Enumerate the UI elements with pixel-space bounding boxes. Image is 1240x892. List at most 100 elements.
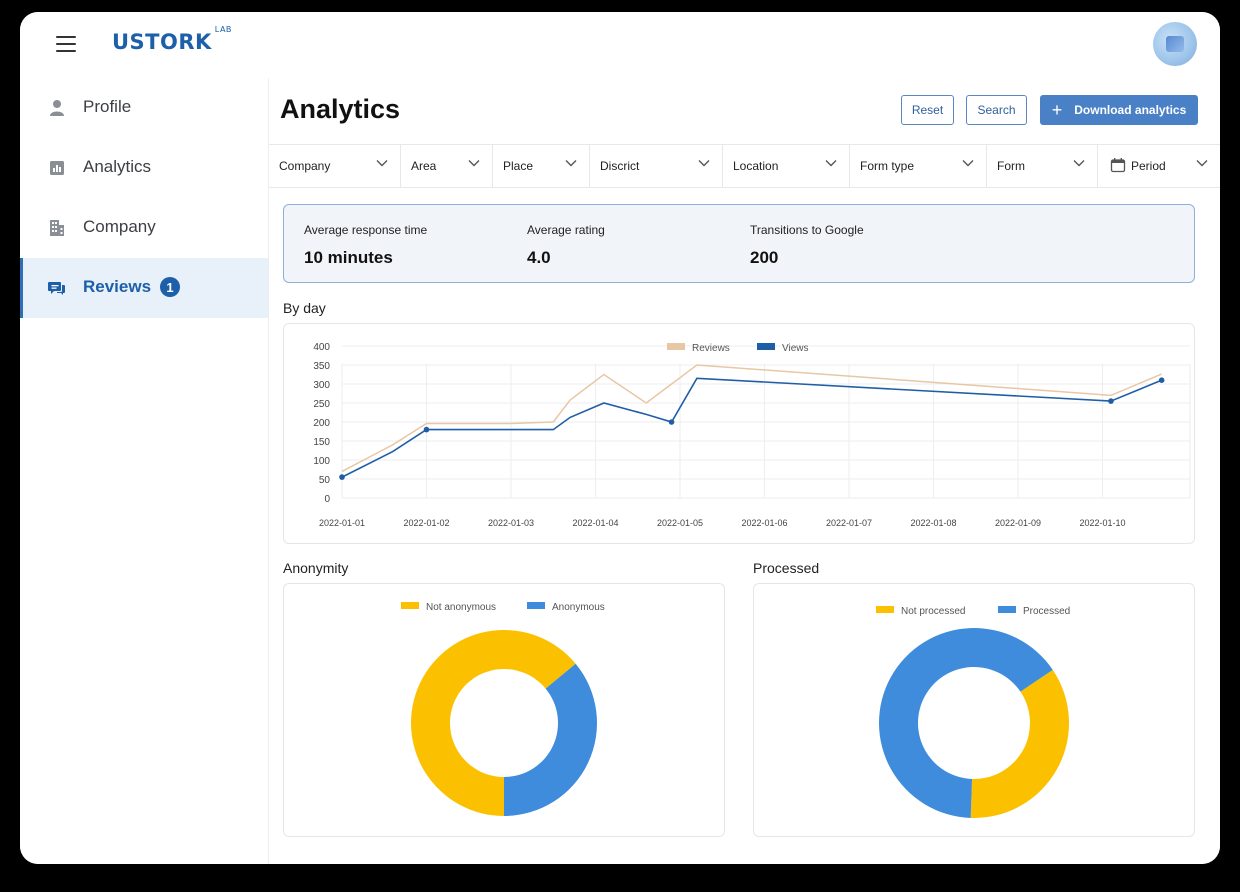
main-content: Analytics Reset Search + Download analyt… [269, 78, 1220, 864]
search-button[interactable]: Search [966, 95, 1027, 125]
chat-bubbles-icon [48, 282, 65, 295]
legend-label[interactable]: Not processed [901, 606, 965, 617]
x-tick-label: 2022-01-10 [1079, 518, 1125, 528]
sidebar-item-label: Reviews [83, 277, 152, 296]
stat-label: Average rating [527, 223, 605, 237]
stat-transitions-google: Transitions to Google 200 [750, 223, 864, 268]
y-tick-label: 100 [313, 456, 330, 467]
sidebar-item-reviews[interactable]: Reviews 1 [20, 258, 268, 318]
user-icon [50, 100, 64, 116]
x-tick-label: 2022-01-01 [319, 518, 365, 528]
download-analytics-button[interactable]: + Download analytics [1040, 95, 1198, 125]
chevron-down-icon [468, 160, 480, 167]
y-tick-label: 200 [313, 418, 330, 429]
avatar[interactable] [1153, 22, 1197, 66]
legend-label[interactable]: Reviews [692, 343, 730, 354]
x-tick-label: 2022-01-05 [657, 518, 703, 528]
legend-label[interactable]: Anonymous [552, 602, 605, 613]
donut-slice-not-anonymous[interactable] [411, 630, 576, 816]
sidebar-item-label: Analytics [83, 157, 152, 176]
series-line-views [341, 377, 1162, 478]
chevron-down-icon [825, 160, 837, 167]
filter-label: Area [411, 159, 437, 173]
calendar-icon [1110, 158, 1126, 173]
y-tick-label: 50 [319, 475, 331, 486]
filter-form-type[interactable]: Form type [850, 145, 987, 187]
line-chart-card: 0 50 100 150 200 250 300 350 400 2022-01-01 2022-0… [283, 323, 1195, 544]
filter-period[interactable]: Period [1098, 145, 1220, 187]
y-tick-label: 300 [313, 380, 330, 391]
y-tick-label: 400 [313, 342, 330, 353]
series-line-reviews [341, 364, 1162, 473]
stat-avg-rating: Average rating 4.0 [527, 223, 605, 268]
filter-company[interactable]: Company [269, 145, 401, 187]
legend-swatch [527, 602, 545, 609]
chevron-down-icon [698, 160, 710, 167]
bar-chart-icon [50, 161, 64, 175]
legend-swatch [757, 343, 775, 350]
x-tick-label: 2022-01-02 [403, 518, 449, 528]
brand-logo[interactable]: USTORKLAB [112, 25, 232, 54]
y-tick-label: 350 [313, 361, 330, 372]
sidebar: Profile Analytics Company [20, 78, 269, 864]
legend-swatch [401, 602, 419, 609]
legend-label[interactable]: Views [782, 343, 809, 354]
processed-title: Processed [753, 560, 820, 576]
stat-label: Average response time [304, 223, 428, 237]
donut-slice-processed[interactable] [879, 628, 1053, 818]
data-point[interactable] [423, 426, 430, 433]
sidebar-item-company[interactable]: Company [20, 198, 268, 258]
stat-value: 200 [750, 248, 779, 267]
stat-value: 4.0 [527, 248, 551, 267]
chevron-down-icon [1196, 160, 1208, 167]
stats-panel: Average response time 10 minutes Average… [283, 204, 1195, 283]
filter-place[interactable]: Place [493, 145, 590, 187]
legend-label[interactable]: Not anonymous [426, 602, 496, 613]
top-header: USTORKLAB [20, 12, 1220, 79]
menu-icon[interactable] [56, 36, 76, 52]
legend-swatch [667, 343, 685, 350]
filter-area[interactable]: Area [401, 145, 493, 187]
processed-chart-card: Not processed Processed [753, 583, 1195, 837]
sidebar-item-analytics[interactable]: Analytics [20, 138, 268, 198]
page-title: Analytics [280, 94, 401, 124]
stat-value: 10 minutes [304, 248, 393, 267]
x-tick-label: 2022-01-09 [995, 518, 1041, 528]
donut-slice-anonymous[interactable] [504, 663, 597, 816]
chevron-down-icon [1073, 160, 1085, 167]
data-point[interactable] [1158, 377, 1165, 383]
sidebar-item-profile[interactable]: Profile [20, 78, 268, 138]
filter-label: Location [733, 159, 779, 173]
processed-donut-chart: Not processed Processed [876, 606, 1070, 818]
legend-label[interactable]: Processed [1023, 606, 1070, 617]
anonymity-title: Anonymity [283, 560, 349, 576]
legend-swatch [998, 606, 1016, 613]
data-point[interactable] [339, 474, 345, 480]
filter-label: Period [1131, 159, 1166, 173]
chevron-down-icon [376, 160, 388, 167]
filter-district[interactable]: Discrict [590, 145, 723, 187]
x-tick-label: 2022-01-04 [572, 518, 618, 528]
building-icon [50, 220, 64, 236]
y-tick-label: 0 [324, 494, 330, 505]
x-tick-label: 2022-01-08 [910, 518, 956, 528]
chevron-down-icon [565, 160, 577, 167]
filter-label: Discrict [600, 159, 640, 173]
filter-location[interactable]: Location [723, 145, 850, 187]
data-point[interactable] [668, 419, 675, 425]
by-day-title: By day [283, 300, 326, 316]
reset-button[interactable]: Reset [901, 95, 954, 125]
notification-badge: 1 [160, 277, 180, 297]
filter-label: Place [503, 159, 534, 173]
data-point[interactable] [1108, 398, 1114, 404]
stat-label: Transitions to Google [750, 223, 864, 237]
donut-slice-not-processed[interactable] [970, 669, 1069, 818]
filter-form[interactable]: Form [987, 145, 1098, 187]
chevron-down-icon [962, 160, 974, 167]
x-tick-label: 2022-01-07 [826, 518, 872, 528]
filter-label: Form type [860, 159, 915, 173]
y-tick-label: 150 [313, 437, 330, 448]
app-window: USTORKLAB Profile Analytics [20, 12, 1220, 864]
sidebar-item-label: Profile [83, 97, 132, 116]
stat-avg-response-time: Average response time 10 minutes [304, 223, 427, 268]
